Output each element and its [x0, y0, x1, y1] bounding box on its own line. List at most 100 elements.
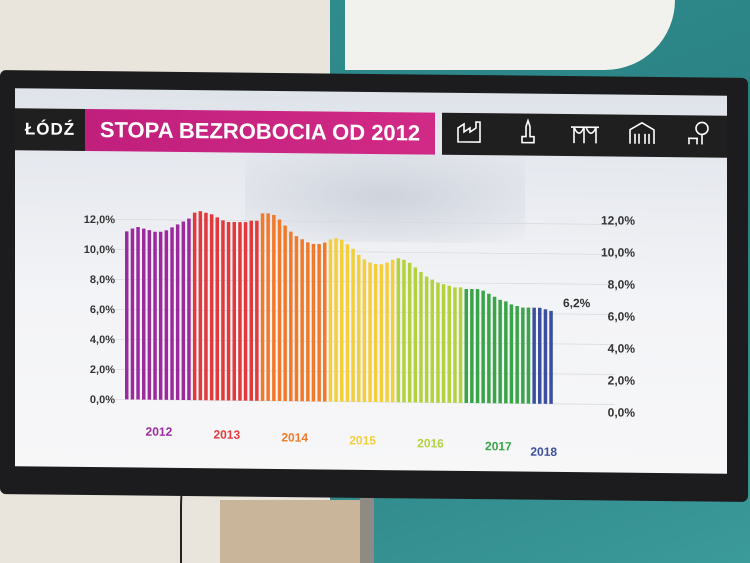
left-tick-label: 0,0% — [90, 394, 115, 406]
tv-screen: ŁÓDŹ STOPA BEZROBOCIA OD 2012 — [15, 88, 727, 474]
power-cable — [180, 470, 202, 563]
bar-2017-2 — [470, 289, 474, 404]
bar-2013-10 — [243, 222, 248, 401]
gridline — [115, 218, 615, 225]
bar-2012-8 — [164, 230, 169, 400]
bar-2017-6 — [492, 296, 497, 404]
bar-2017-10 — [515, 305, 519, 404]
bar-2017-5 — [487, 293, 491, 404]
year-label-2017: 2017 — [485, 439, 512, 453]
year-label-2012: 2012 — [146, 425, 173, 439]
bars — [125, 211, 553, 404]
bar-2012-11 — [181, 221, 186, 401]
bar-2012-3 — [136, 227, 140, 400]
right-tick-label: 12,0% — [601, 213, 635, 227]
bar-2015-2 — [334, 238, 338, 402]
bar-2013-3 — [204, 212, 208, 401]
right-tick-label: 10,0% — [601, 245, 635, 259]
header-bar: ŁÓDŹ STOPA BEZROBOCIA OD 2012 — [15, 108, 727, 158]
bar-2016-5 — [419, 271, 423, 403]
bar-2017-3 — [475, 289, 480, 404]
bar-2013-4 — [209, 214, 214, 401]
bar-2012-9 — [170, 227, 174, 400]
right-tick-label: 4,0% — [608, 341, 636, 355]
landmark-icons — [442, 112, 727, 158]
unemployment-bar-chart: 0,0% 2,0% 4,0% 6,0% 8,0% 10,0% 12,0% 0,0% 2,0% 4… — [84, 211, 635, 459]
last-value-label: 6,2% — [563, 296, 591, 310]
right-tick-label: 8,0% — [608, 277, 636, 291]
floor — [220, 500, 370, 563]
right-axis: 0,0% 2,0% 4,0% 6,0% 8,0% 10,0% 12,0% — [601, 213, 635, 419]
bar-2015-6 — [357, 254, 361, 402]
bar-2017-12 — [526, 307, 531, 404]
bar-2014-6 — [289, 231, 293, 402]
bar-2013-9 — [238, 222, 242, 401]
left-tick-label: 8,0% — [90, 274, 115, 286]
left-tick-label: 2,0% — [90, 364, 115, 376]
bar-2015-5 — [351, 248, 355, 402]
bar-2016-1 — [396, 258, 401, 403]
right-tick-label: 2,0% — [608, 373, 636, 387]
bar-2014-5 — [283, 225, 287, 402]
year-label-2016: 2016 — [417, 436, 444, 450]
bar-2017-11 — [521, 307, 525, 404]
year-label-2018: 2018 — [530, 445, 557, 459]
bar-2012-12 — [187, 218, 191, 401]
gridline — [115, 248, 615, 255]
bar-2016-4 — [413, 267, 418, 403]
tv-frame: ŁÓDŹ STOPA BEZROBOCIA OD 2012 — [0, 70, 748, 502]
bar-2013-1 — [192, 212, 197, 401]
palace-icon — [627, 120, 657, 152]
bar-2017-8 — [504, 301, 508, 404]
bar-2016-6 — [424, 276, 429, 403]
bar-2014-8 — [300, 239, 304, 402]
factory-icon — [456, 118, 486, 150]
bar-2018-2 — [538, 307, 542, 404]
bar-2014-3 — [272, 214, 276, 401]
left-tick-label: 6,0% — [90, 304, 115, 316]
bar-2016-7 — [430, 279, 434, 403]
bar-2016-9 — [441, 284, 446, 403]
bar-2013-5 — [215, 217, 219, 401]
bar-2016-8 — [436, 282, 440, 403]
tree-bench-icon — [684, 120, 714, 152]
bar-2017-7 — [498, 299, 502, 404]
bar-2015-1 — [328, 239, 333, 402]
left-tick-label: 4,0% — [90, 334, 115, 346]
left-axis: 0,0% 2,0% 4,0% 6,0% 8,0% 10,0% 12,0% — [84, 214, 115, 406]
bar-2018-4 — [549, 310, 553, 404]
bar-2015-3 — [340, 239, 344, 402]
monument-icon — [513, 118, 543, 150]
bridge-icon — [570, 119, 600, 151]
year-label-2013: 2013 — [213, 428, 240, 442]
bar-2012-5 — [147, 230, 152, 400]
bar-2014-11 — [317, 243, 321, 402]
bar-2014-7 — [294, 236, 299, 402]
bar-2014-4 — [277, 219, 282, 402]
left-tick-label: 10,0% — [84, 244, 115, 256]
bar-2017-4 — [481, 290, 485, 404]
bar-2014-10 — [311, 243, 316, 402]
bar-2012-4 — [142, 228, 146, 400]
tv-stand — [360, 480, 374, 563]
bar-2015-11 — [385, 262, 389, 403]
bar-2013-11 — [249, 220, 253, 401]
bar-2012-2 — [130, 228, 135, 400]
year-label-2014: 2014 — [281, 430, 308, 444]
bar-2018-3 — [543, 309, 548, 404]
bar-2013-2 — [198, 211, 203, 401]
left-tick-label: 12,0% — [84, 214, 115, 226]
bar-2012-6 — [153, 231, 157, 400]
bar-2014-9 — [306, 242, 310, 402]
bar-2015-8 — [368, 262, 372, 402]
bar-2014-1 — [260, 213, 265, 401]
bar-2012-7 — [158, 231, 163, 400]
bar-2014-12 — [323, 242, 327, 402]
bar-2015-12 — [390, 259, 395, 403]
bar-2016-11 — [453, 287, 457, 403]
bar-2016-3 — [407, 262, 412, 403]
bar-2015-7 — [362, 259, 367, 402]
bar-2013-6 — [221, 220, 225, 401]
year-labels: 2012 2013 2014 2015 2016 2017 2018 — [146, 425, 558, 459]
bar-2013-7 — [226, 221, 231, 401]
